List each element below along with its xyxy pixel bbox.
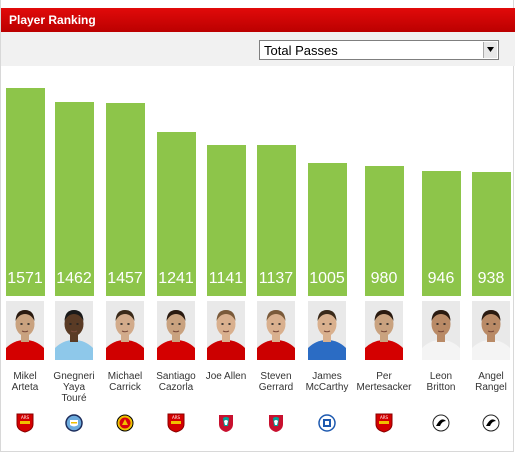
stat-select-value: Total Passes: [264, 43, 338, 58]
player-name-line: Mertesacker: [356, 382, 412, 393]
player-photo[interactable]: [207, 301, 245, 360]
bar-value-label: 1457: [107, 270, 143, 287]
ranking-bar: [54, 102, 94, 296]
player-name[interactable]: Joe Allen: [198, 371, 254, 382]
player-name[interactable]: Michael Carrick: [97, 371, 153, 393]
bar-value-label: 1462: [56, 270, 92, 287]
player-name-line: James: [312, 371, 342, 382]
bar-value-label: 938: [477, 270, 505, 287]
svg-text:ARS: ARS: [380, 415, 389, 420]
ranking-bar: [307, 163, 347, 296]
ranking-bar: [156, 132, 196, 296]
player-name-line: Carrick: [109, 382, 141, 393]
player-name-line: Arteta: [11, 382, 39, 393]
bar-value-label: 980: [370, 270, 398, 287]
player-name[interactable]: Per Mertesacker: [356, 371, 412, 393]
bar-value-label: 946: [427, 270, 455, 287]
svg-text:ARS: ARS: [172, 415, 181, 420]
bar-value-label: 1571: [7, 270, 43, 287]
ranking-bar: [256, 145, 296, 296]
swansea-crest-icon: [432, 413, 450, 433]
player-name-line: Per: [376, 371, 392, 382]
player-name[interactable]: Gnegneri Yaya Touré: [46, 371, 102, 404]
bar-value-label: 1241: [158, 270, 194, 287]
player-photo[interactable]: [55, 301, 93, 360]
player-name-line: Cazorla: [158, 382, 194, 393]
ranking-bar: [421, 171, 461, 296]
player-name-line: Michael: [107, 371, 143, 382]
bar-value-label: 1005: [309, 270, 345, 287]
player-name-line: Mikel: [13, 371, 37, 382]
player-photo[interactable]: [472, 301, 510, 360]
player-name[interactable]: Angel Rangel: [463, 371, 519, 393]
ranking-bar: [5, 88, 45, 296]
player-name-line: Leon: [429, 371, 453, 382]
player-name-line: Yaya: [62, 382, 86, 393]
player-name[interactable]: Mikel Arteta: [0, 371, 53, 393]
player-photo[interactable]: [257, 301, 295, 360]
ranking-bar: [471, 172, 511, 296]
player-photo[interactable]: [157, 301, 195, 360]
ranking-bar: [364, 166, 404, 296]
arsenal-crest-icon: ARS: [167, 413, 185, 433]
swansea-crest-icon: [482, 413, 500, 433]
player-photo[interactable]: [308, 301, 346, 360]
man-utd-crest-icon: [116, 413, 134, 433]
player-name-line: Angel: [478, 371, 504, 382]
player-name-line: Britton: [426, 382, 456, 393]
man-city-crest-icon: [65, 413, 83, 433]
player-name-line: Santiago: [156, 371, 196, 382]
ranking-chart: 1571 Mikel Arteta ARS 1462 Gnegneri Yaya Touré 1…: [1, 66, 515, 452]
arsenal-crest-icon: ARS: [375, 413, 393, 433]
player-name[interactable]: James McCarthy: [299, 371, 355, 393]
player-ranking-panel: Player Ranking Total Passes 1571 Mikel Art…: [0, 0, 515, 452]
ranking-bar: [105, 103, 145, 296]
player-name[interactable]: Leon Britton: [413, 371, 469, 393]
player-name-line: Touré: [61, 393, 87, 404]
bar-value-label: 1137: [258, 270, 294, 287]
player-photo[interactable]: [365, 301, 403, 360]
arsenal-crest-icon: ARS: [16, 413, 34, 433]
svg-text:ARS: ARS: [21, 415, 30, 420]
panel-header: Player Ranking: [1, 8, 515, 32]
player-photo[interactable]: [6, 301, 44, 360]
filter-toolbar: Total Passes: [1, 32, 515, 66]
player-name-line: Joe Allen: [205, 371, 247, 382]
stat-select[interactable]: Total Passes: [259, 40, 499, 60]
liverpool-crest-icon: [267, 413, 285, 433]
player-name-line: Rangel: [475, 382, 507, 393]
panel-title: Player Ranking: [9, 13, 96, 27]
player-name[interactable]: Santiago Cazorla: [148, 371, 204, 393]
player-photo[interactable]: [422, 301, 460, 360]
ranking-bar: [206, 145, 246, 296]
player-name-line: Steven: [260, 371, 292, 382]
liverpool-crest-icon: [217, 413, 235, 433]
chevron-down-icon[interactable]: [483, 42, 497, 58]
player-name-line: Gerrard: [258, 382, 294, 393]
bar-value-label: 1141: [208, 270, 244, 287]
player-name-line: McCarthy: [305, 382, 349, 393]
player-photo[interactable]: [106, 301, 144, 360]
wigan-crest-icon: [318, 413, 336, 433]
player-name[interactable]: Steven Gerrard: [248, 371, 304, 393]
player-name-line: Gnegneri: [53, 371, 95, 382]
